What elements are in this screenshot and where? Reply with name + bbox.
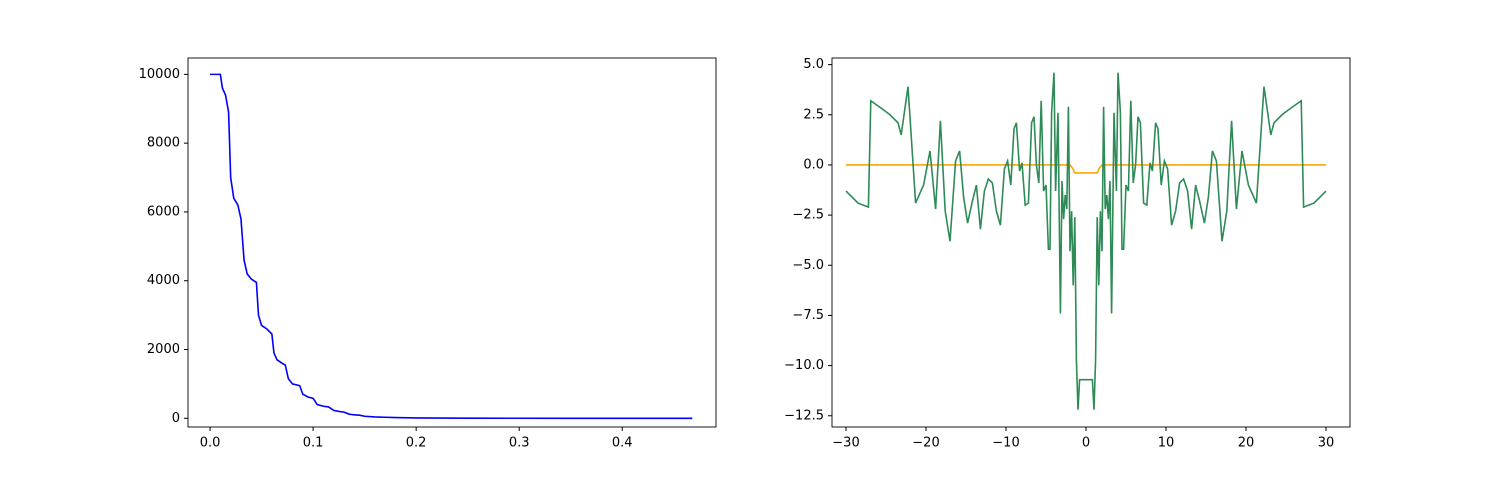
x-tick-label: 0.2 <box>406 436 427 451</box>
x-tick-label: 20 <box>1238 436 1255 451</box>
line-series <box>846 164 1326 174</box>
x-tick-label: 0.4 <box>612 436 633 451</box>
plot-frame <box>831 57 1351 428</box>
line-series <box>210 73 693 420</box>
y-tick-label: 0.0 <box>803 157 824 172</box>
y-tick-label: 2000 <box>147 342 180 357</box>
y-tick-label: 5.0 <box>803 57 824 72</box>
x-tick-label: −20 <box>912 436 939 451</box>
y-tick-label: 4000 <box>147 273 180 288</box>
plot-frame <box>187 57 717 428</box>
y-tick-label: −2.5 <box>792 208 824 223</box>
y-tick-label: −7.5 <box>792 308 824 323</box>
y-tick-label: −12.5 <box>784 408 824 423</box>
y-tick-label: 8000 <box>147 136 180 151</box>
x-tick-label: 0.3 <box>509 436 530 451</box>
x-tick-label: 10 <box>1158 436 1175 451</box>
y-tick-label: 0 <box>172 411 180 426</box>
x-tick-label: 30 <box>1318 436 1335 451</box>
x-tick-label: 0 <box>1082 436 1090 451</box>
line-series <box>845 72 1327 410</box>
y-tick-label: 2.5 <box>803 107 824 122</box>
x-tick-label: −30 <box>832 436 859 451</box>
y-tick-label: −10.0 <box>784 358 824 373</box>
y-tick-label: 6000 <box>147 204 180 219</box>
y-tick-label: 10000 <box>139 67 180 82</box>
x-tick-label: −10 <box>992 436 1019 451</box>
x-tick-label: 0.1 <box>303 436 324 451</box>
x-tick-label: 0.0 <box>200 436 221 451</box>
y-tick-label: −5.0 <box>792 258 824 273</box>
